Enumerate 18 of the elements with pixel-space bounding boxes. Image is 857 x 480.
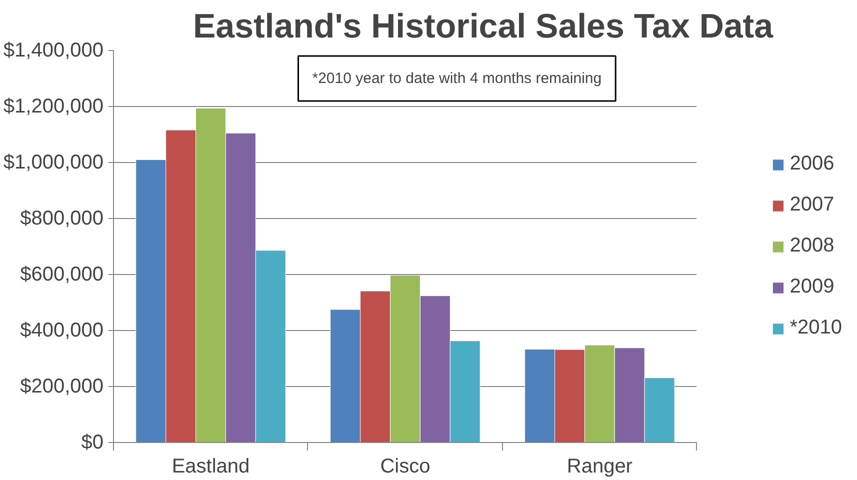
y-tick-label: $200,000: [20, 376, 104, 398]
x-tick-label: Ranger: [566, 456, 633, 478]
y-tick-label: $800,000: [20, 208, 104, 230]
legend-label: 2006: [790, 152, 834, 176]
y-tick-label: $600,000: [20, 264, 104, 286]
x-tick-label: Cisco: [380, 456, 430, 478]
x-tick-label: Eastland: [172, 456, 250, 478]
annotation: *2010 year to date with 4 months remaining: [312, 70, 602, 87]
y-tick-label: $1,200,000: [3, 96, 104, 118]
y-tick-label: $400,000: [20, 320, 104, 342]
y-tick-label: $1,000,000: [3, 152, 104, 174]
y-tick-label: $0: [81, 432, 104, 454]
legend-label: 2007: [790, 194, 834, 216]
chart-title: Eastland's Historical Sales Tax Data: [192, 8, 774, 46]
legend-label: 2009: [790, 276, 834, 298]
legend-label: 2008: [790, 234, 834, 258]
legend-label: *2010: [790, 316, 842, 340]
y-tick-label: $1,400,000: [3, 40, 104, 62]
